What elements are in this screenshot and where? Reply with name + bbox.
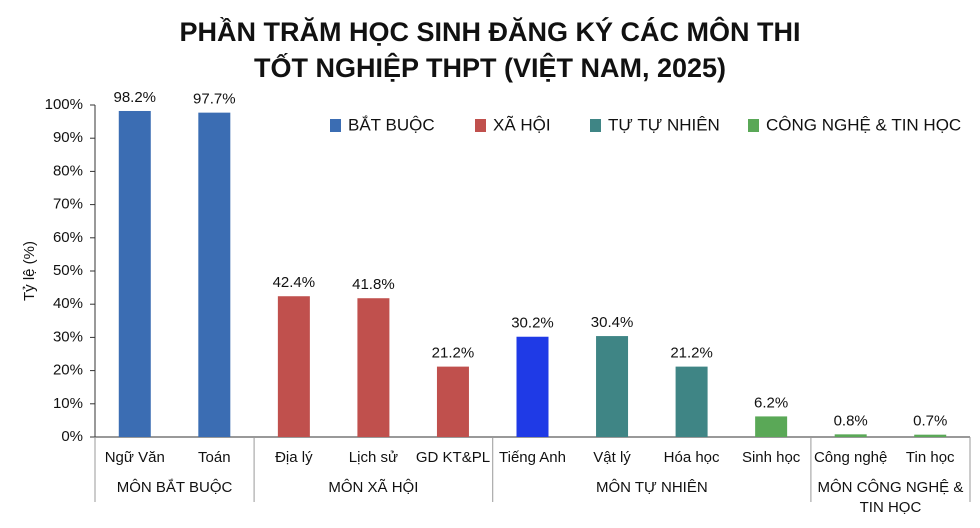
y-tick-label: 30%: [53, 328, 83, 345]
bar: [755, 416, 788, 437]
y-tick-label: 0%: [61, 428, 83, 445]
y-tick-label: 80%: [53, 162, 83, 179]
y-tick-label: 50%: [53, 262, 83, 279]
y-tick-label: 70%: [53, 196, 83, 213]
bar: [596, 336, 629, 437]
value-label: 41.8%: [352, 276, 395, 293]
value-label: 98.2%: [113, 89, 156, 106]
bar: [118, 110, 151, 437]
legend-swatch: [748, 119, 759, 132]
y-axis-label: Tỷ lệ (%): [21, 241, 38, 301]
legend-swatch: [590, 119, 601, 132]
y-tick-label: 10%: [53, 395, 83, 412]
legend-label: CÔNG NGHỆ & TIN HỌC: [766, 115, 961, 134]
group-label: MÔN XÃ HỘI: [328, 479, 419, 496]
value-label: 30.2%: [511, 315, 554, 332]
bar: [277, 296, 310, 437]
group-label: MÔN TỰ NHIÊN: [595, 479, 708, 496]
value-label: 6.2%: [754, 394, 788, 411]
bar: [198, 112, 231, 438]
value-label: 21.2%: [670, 345, 713, 362]
x-tick-label: Hóa học: [664, 449, 720, 466]
x-tick-label: Công nghệ: [814, 449, 887, 466]
value-label: 97.7%: [193, 91, 236, 108]
y-tick-label: 20%: [53, 362, 83, 379]
value-label: 0.7%: [913, 413, 947, 430]
y-tick-label: 60%: [53, 229, 83, 246]
bar: [914, 434, 947, 437]
legend-label: TỰ TỰ NHIÊN: [608, 115, 720, 134]
x-tick-label: Toán: [198, 449, 231, 466]
x-tick-label: Vật lý: [593, 449, 631, 466]
chart-title: PHẦN TRĂM HỌC SINH ĐĂNG KÝ CÁC MÔN THI T…: [179, 17, 801, 83]
value-label: 21.2%: [432, 345, 475, 362]
x-tick-label: Ngữ Văn: [105, 449, 165, 466]
x-tick-label: Lịch sử: [349, 449, 398, 466]
value-label: 42.4%: [273, 274, 316, 291]
x-tick-label: GD KT&PL: [416, 449, 490, 466]
x-tick-label: Sinh học: [742, 449, 801, 466]
group-label: MÔN BẮT BUỘC: [116, 479, 233, 496]
x-tick-label: Tiếng Anh: [499, 449, 566, 466]
legend-swatch: [475, 119, 486, 132]
legend-label: BẮT BUỘC: [348, 115, 435, 134]
legend-swatch: [330, 119, 341, 132]
bar: [834, 434, 867, 437]
value-label: 30.4%: [591, 314, 634, 331]
y-tick-label: 100%: [45, 96, 83, 113]
y-tick-label: 90%: [53, 129, 83, 146]
bar: [357, 298, 390, 437]
bar: [675, 366, 708, 437]
value-label: 0.8%: [834, 412, 868, 429]
legend-label: XÃ HỘI: [493, 115, 551, 134]
x-tick-label: Tin học: [906, 449, 955, 466]
y-tick-label: 40%: [53, 295, 83, 312]
x-tick-label: Địa lý: [275, 449, 313, 466]
bar: [516, 336, 549, 437]
bar: [436, 366, 469, 437]
group-label: MÔN CÔNG NGHỆ & TIN HỌC: [817, 479, 964, 516]
